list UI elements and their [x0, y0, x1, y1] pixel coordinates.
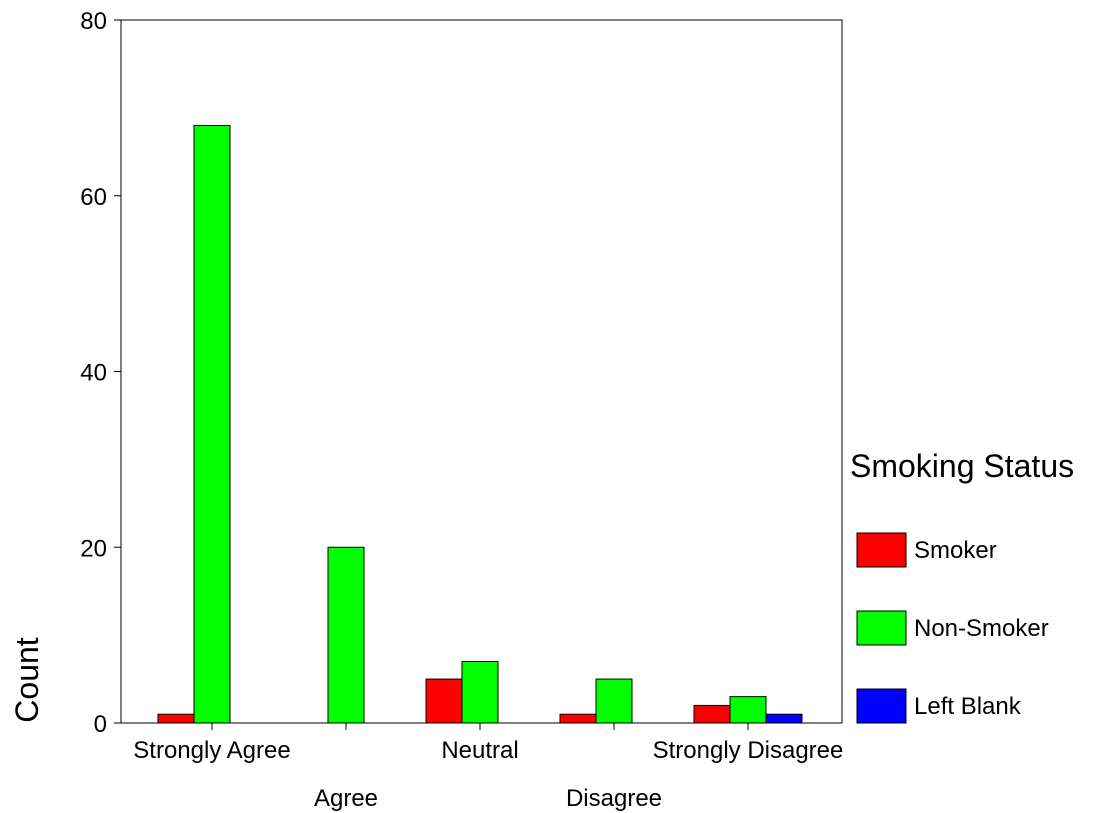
legend-label: Smoker: [914, 537, 997, 564]
bar-non-smoker: [729, 696, 767, 724]
bar-smoker: [157, 713, 195, 724]
y-tick-label: 60: [80, 184, 107, 211]
bar-smoker: [559, 713, 597, 724]
y-tick-label: 40: [80, 360, 107, 387]
legend-label: Left Blank: [914, 693, 1022, 720]
x-axis: Strongly Agree Agree Neutral Disagree Strong…: [133, 723, 843, 812]
x-tick-label: Disagree: [566, 785, 662, 812]
y-axis-label: Count: [9, 637, 45, 723]
bar-smoker: [425, 678, 463, 724]
y-tick-label: 20: [80, 535, 107, 562]
legend-label: Non-Smoker: [914, 615, 1049, 642]
legend-swatch: [856, 688, 907, 724]
bar-non-smoker: [327, 546, 365, 724]
bar-smoker: [693, 704, 731, 724]
x-tick-label: Strongly Disagree: [653, 737, 844, 764]
bar-left-blank: [765, 713, 803, 724]
y-tick-label: 80: [80, 8, 107, 35]
x-tick-label: Agree: [314, 785, 378, 812]
bar-non-smoker: [193, 124, 231, 724]
legend-swatch: [856, 532, 907, 568]
legend-title: Smoking Status: [850, 448, 1074, 484]
bar-non-smoker: [595, 678, 633, 724]
legend: Smoking Status Smoker Non-Smoker Left Blan…: [850, 448, 1074, 724]
legend-swatch: [856, 610, 907, 646]
bar-non-smoker: [461, 660, 499, 724]
y-tick-label: 0: [94, 711, 107, 738]
y-axis: 0 20 40 60 80: [80, 8, 121, 738]
x-tick-label: Strongly Agree: [133, 737, 290, 764]
bars: [157, 124, 803, 724]
x-tick-label: Neutral: [441, 737, 518, 764]
